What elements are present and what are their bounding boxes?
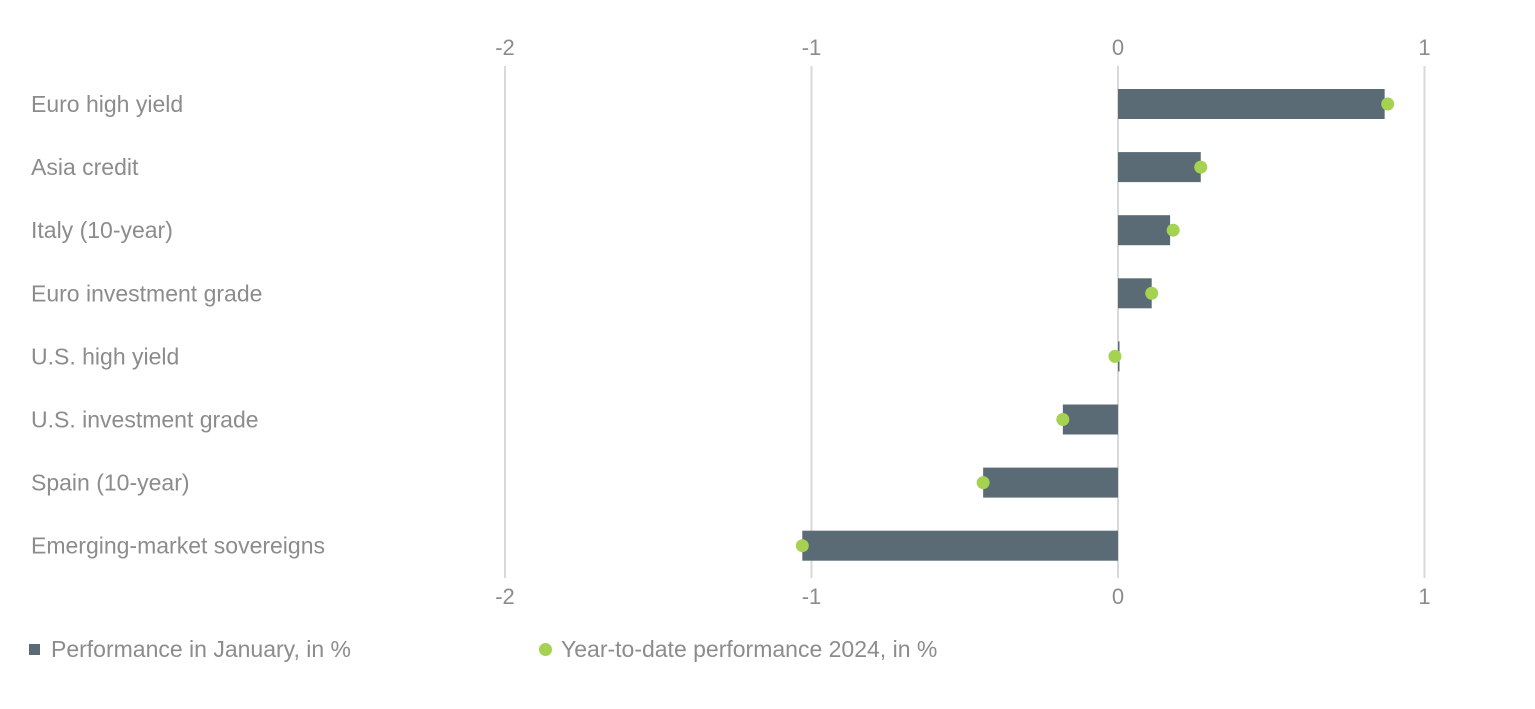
ytd-dot (1381, 97, 1395, 111)
ytd-dot (1145, 286, 1159, 300)
x-tick-label-top: 0 (1112, 35, 1124, 60)
category-label: Euro investment grade (31, 280, 262, 306)
dot-series (795, 97, 1395, 553)
x-tick-label-bottom: -2 (495, 584, 515, 609)
bar (1062, 404, 1118, 435)
category-label: U.S. high yield (31, 343, 179, 369)
ytd-dot (1194, 160, 1208, 174)
x-axis-top: -2 -1 0 1 (495, 35, 1430, 60)
x-tick-label-top: -1 (802, 35, 822, 60)
ytd-dot (1108, 349, 1122, 363)
bar (983, 467, 1118, 498)
legend-item-ytd: Year-to-date performance 2024, in % (539, 636, 937, 663)
ytd-dot (1166, 223, 1180, 237)
ytd-dot (1056, 413, 1070, 426)
ytd-dot (976, 476, 990, 490)
bar (1118, 152, 1201, 183)
x-tick-label-bottom: 0 (1112, 584, 1124, 609)
category-label: Emerging-market sovereigns (31, 533, 325, 559)
bar (802, 530, 1118, 561)
ytd-dot (795, 539, 809, 553)
bar-series (802, 89, 1385, 561)
bar (1118, 215, 1171, 246)
category-label: Euro high yield (31, 91, 183, 117)
legend-label-ytd: Year-to-date performance 2024, in % (561, 636, 938, 662)
x-tick-label-bottom: 1 (1418, 584, 1430, 609)
bar (1118, 89, 1385, 119)
category-labels: Euro high yield Asia credit Italy (10-year… (31, 91, 325, 559)
x-tick-label-top: 1 (1418, 35, 1430, 60)
category-label: U.S. investment grade (31, 407, 259, 433)
legend-item-january: Performance in January, in % (29, 636, 351, 663)
x-axis-bottom: -2 -1 0 1 (495, 584, 1430, 609)
category-label: Italy (10-year) (31, 217, 173, 243)
gridlines (504, 66, 1426, 578)
x-tick-label-top: -2 (495, 35, 515, 60)
category-label: Asia credit (31, 154, 139, 180)
dot-swatch-icon (539, 643, 552, 656)
x-tick-label-bottom: -1 (802, 584, 822, 609)
category-label: Spain (10-year) (31, 470, 190, 496)
square-swatch-icon (29, 644, 40, 655)
legend-label-january: Performance in January, in % (51, 636, 351, 662)
